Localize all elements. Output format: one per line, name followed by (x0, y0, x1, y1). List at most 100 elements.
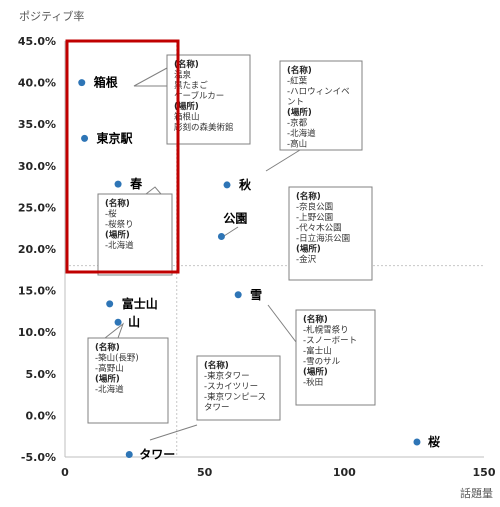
data-point (114, 318, 122, 326)
y-tick-label: 30.0% (18, 160, 56, 173)
point-label: 桜 (428, 434, 440, 449)
callout-line: -高野山 (95, 363, 124, 374)
callout-line: 箱根山 (174, 112, 200, 123)
callout-line: -スノーボート (303, 336, 357, 346)
y-tick-label: 20.0% (18, 243, 56, 256)
y-axis-title: ポジティブ率 (19, 9, 84, 23)
callout-line: (名称) (303, 314, 328, 325)
point-label: 雪 (250, 288, 262, 302)
callout-line: -築山(長野) (95, 353, 139, 364)
callout-line: -雪のサル (303, 357, 341, 367)
data-point (125, 451, 133, 459)
callout-line: (場所) (296, 244, 321, 255)
callout-line: (名称) (95, 342, 120, 353)
callout-line: ケーブルカー (174, 91, 224, 102)
point-label: タワー (139, 448, 175, 462)
callout-line: -スカイツリー (204, 382, 258, 392)
callout-line: -北海道 (105, 240, 134, 251)
callout-box (87, 337, 169, 424)
callout-line: -奈良公園 (296, 202, 333, 213)
callout-line: -上野公園 (296, 213, 333, 223)
callout-line: -東京ワンピース (204, 392, 266, 403)
y-tick-label: 15.0% (18, 285, 56, 298)
callouts: (名称)温泉黒たまごケーブルカー(場所)箱根山彫刻の森美術館(名称)-紅葉-ハロ… (87, 54, 376, 441)
y-tick-label: 5.0% (25, 368, 56, 381)
data-point (78, 79, 86, 87)
callout-line: (名称) (287, 65, 312, 76)
callout-line: (場所) (174, 101, 199, 112)
callout-line: ント (287, 98, 304, 108)
y-tick-label: 45.0% (18, 35, 56, 48)
callout-box (196, 355, 281, 421)
highlight-box (65, 39, 180, 274)
data-point (217, 233, 225, 241)
callout-line: 温泉 (174, 70, 192, 81)
point-label: 東京駅 (97, 130, 134, 145)
callout-box (166, 54, 251, 145)
callout-haru: (名称)-桜-桜祭り(場所)-北海道 (97, 186, 173, 276)
callout-line: 彫刻の森美術館 (174, 122, 234, 133)
data-point (413, 438, 421, 446)
callout-line: -紅葉 (287, 76, 308, 87)
callout-pointer (133, 67, 168, 87)
y-tick-label: 0.0% (25, 409, 56, 422)
callout-line: -札幌雪祭り (303, 325, 349, 336)
callout-box (288, 186, 373, 281)
y-tick-label: 10.0% (18, 326, 56, 339)
callout-box (295, 309, 376, 406)
x-tick-labels: 0 50 100 150 (61, 466, 496, 479)
callout-pointer (144, 186, 163, 195)
callout-box (279, 60, 363, 151)
callout-line: 黒たまご (174, 80, 208, 91)
callout-line: -北海道 (95, 384, 124, 395)
callout-line: -桜祭り (105, 219, 134, 230)
callout-box (97, 193, 173, 276)
point-label: 箱根 (94, 75, 118, 90)
data-point (223, 181, 231, 189)
point-label: 山 (128, 314, 140, 329)
y-tick-label: 25.0% (18, 201, 56, 214)
callout-line: (名称) (174, 59, 199, 70)
callout-yama: (名称)-築山(長野)-高野山(場所)-北海道 (87, 322, 169, 424)
point-label: 秋 (239, 177, 252, 192)
callout-leader (267, 304, 297, 343)
callout-line: -金沢 (296, 254, 317, 265)
x-tick-label: 50 (197, 466, 213, 479)
callout-line: -代々木公園 (296, 223, 342, 234)
callout-line: -高山 (287, 139, 307, 150)
data-point (234, 291, 242, 299)
callout-line: -桜 (105, 209, 117, 220)
callout-line: (名称) (105, 198, 130, 209)
data-point (81, 134, 89, 142)
callout-line: (場所) (105, 230, 130, 241)
y-tick-label: -5.0% (21, 451, 56, 464)
callout-line: -北海道 (287, 128, 316, 139)
callout-leader (265, 149, 301, 172)
callout-line: (場所) (95, 374, 120, 385)
x-tick-label: 100 (333, 466, 356, 479)
point-label: 富士山 (122, 296, 158, 311)
callout-line: (場所) (287, 107, 312, 118)
y-tick-label: 35.0% (18, 118, 56, 131)
callout-leader (149, 424, 198, 441)
point-label: 春 (129, 176, 143, 191)
callout-line: -秋田 (303, 377, 323, 388)
x-tick-label: 0 (61, 466, 69, 479)
callout-line: -京都 (287, 118, 308, 129)
callout-line: (名称) (204, 360, 229, 371)
point-label: 公園 (223, 212, 247, 226)
y-tick-labels: -5.0% 0.0% 5.0% 10.0% 15.0% 20.0% 25.0% 30.0% 35… (18, 35, 56, 464)
callout-line: (名称) (296, 191, 321, 202)
callout-line: -ハロウィンイベ (287, 87, 350, 97)
data-point (106, 300, 114, 308)
callout-line: -日立海浜公園 (296, 233, 350, 244)
callout-line: タワー (204, 403, 230, 413)
callout-line: (場所) (303, 367, 328, 378)
x-tick-label: 150 (473, 466, 496, 479)
x-axis-title: 話題量 (460, 486, 493, 500)
